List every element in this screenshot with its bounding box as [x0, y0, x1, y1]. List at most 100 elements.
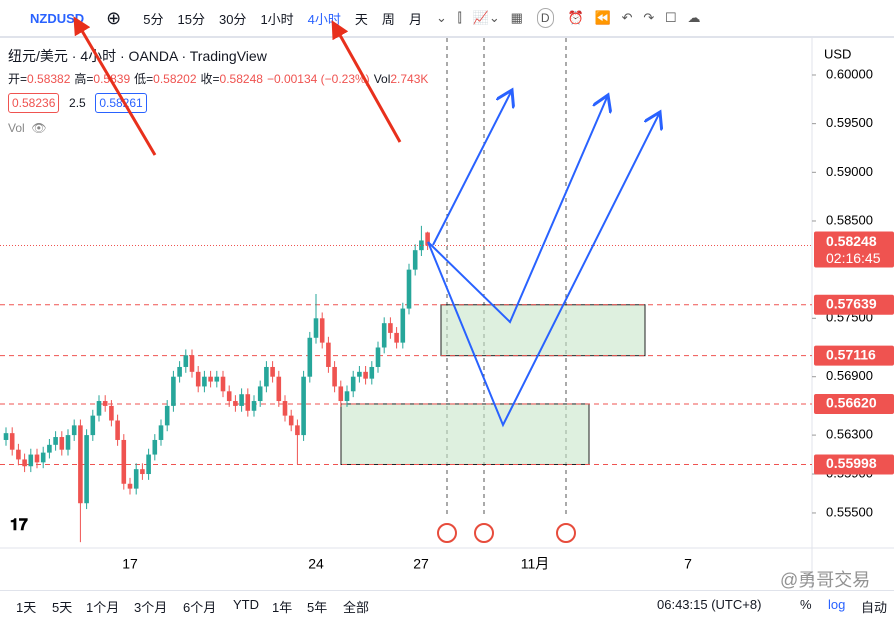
- candle-body: [78, 425, 83, 504]
- more-icons[interactable]: ⏰ ⏪ ↶ ↷ ☐ ☁: [567, 10, 701, 25]
- candle-body: [288, 415, 294, 426]
- candle-body: [22, 459, 27, 467]
- intervals: 5分 15分 30分 1小时 4小时: [143, 9, 355, 28]
- period[interactable]: 周: [381, 11, 395, 27]
- candle-body: [419, 240, 424, 251]
- log[interactable]: log: [828, 597, 846, 612]
- range-button[interactable]: YTD: [233, 597, 259, 612]
- candle-body: [214, 376, 220, 382]
- toolbar: NZDUSD ⊕ 5分 15分 30分 1小时 4小时 天周月 ⌄ ⫿ 📈⌄ ▦ D ⏰…: [0, 0, 894, 38]
- candle-body: [53, 437, 58, 445]
- range-button[interactable]: 1个月: [86, 600, 120, 615]
- interval[interactable]: 1小时: [260, 11, 294, 27]
- candle-body: [369, 366, 375, 379]
- quote-row: 0.58236 2.5 0.58261: [8, 93, 428, 113]
- range-button[interactable]: 5年: [307, 600, 328, 615]
- range-button[interactable]: 5天: [52, 600, 73, 615]
- candle-body: [338, 386, 344, 402]
- add-button[interactable]: ⊕: [106, 7, 122, 28]
- level-label: 0.57116: [826, 346, 876, 362]
- level-label: 0.55998: [826, 455, 877, 471]
- candle-body: [208, 376, 213, 382]
- candle-body: [251, 401, 257, 411]
- volume-label: Vol: [373, 72, 391, 86]
- candle-body: [127, 483, 133, 489]
- candle-body: [28, 454, 34, 467]
- change: −0.00134 (−0.23%): [266, 72, 370, 86]
- event-flag: [474, 523, 494, 543]
- percent[interactable]: %: [800, 597, 812, 612]
- period[interactable]: 月: [408, 11, 422, 27]
- candle-body: [3, 433, 9, 440]
- candle-body: [133, 469, 139, 489]
- interval[interactable]: 5分: [143, 11, 164, 27]
- candle-body: [65, 435, 71, 450]
- icons[interactable]: ⌄ ⫿ 📈⌄ ▦: [435, 10, 523, 25]
- candle-body: [96, 401, 102, 416]
- range-button[interactable]: 6个月: [183, 600, 217, 615]
- interval[interactable]: 30分: [218, 11, 247, 27]
- candle-body: [357, 371, 362, 377]
- candle-body: [313, 318, 319, 338]
- symbol[interactable]: NZDUSD: [30, 10, 85, 26]
- ohlc-label: 收=: [200, 72, 220, 86]
- ohlc-value: 0.58248: [219, 72, 263, 86]
- candle-body: [189, 355, 195, 372]
- candle-body: [115, 420, 120, 440]
- x-tick-label: 17: [122, 556, 138, 572]
- candle-body: [71, 425, 77, 436]
- candle-body: [140, 469, 145, 475]
- candle-body: [350, 376, 356, 392]
- level-badge: [814, 454, 894, 475]
- candle-body: [152, 439, 158, 455]
- ohlc-value: 0.58202: [153, 72, 197, 86]
- vol-indicator: Vol 👁: [8, 121, 47, 135]
- forecast-arrow: [427, 95, 608, 324]
- candle-body: [121, 439, 127, 484]
- level-badge: [814, 294, 894, 315]
- candle-body: [47, 444, 52, 453]
- candle-body: [363, 371, 368, 379]
- range-button[interactable]: 全部: [343, 600, 370, 615]
- chart: USD0.600000.595000.590000.585000.575000.…: [0, 38, 894, 590]
- x-tick-label: 27: [413, 556, 429, 572]
- auto[interactable]: 自动: [861, 600, 888, 615]
- bottom-bar: 1天 5天 1个月 3个月 6个月 YTD 1年 5年 全部 06:43:15 (UTC+8)% l…: [0, 590, 894, 619]
- candle-body: [109, 405, 114, 421]
- watermark: @勇哥交易: [780, 570, 871, 590]
- candle-body: [202, 376, 207, 387]
- currency: USD: [824, 46, 851, 61]
- y-tick-label: 0.56300: [826, 427, 873, 442]
- period[interactable]: 天: [354, 11, 368, 27]
- range-button[interactable]: 1年: [272, 600, 293, 615]
- candle-body: [102, 401, 108, 406]
- range-button[interactable]: 1天: [16, 600, 37, 615]
- ohlc-label: 开=: [8, 72, 28, 86]
- candle-body: [220, 376, 226, 392]
- candle-body: [319, 318, 325, 343]
- d-button[interactable]: D: [536, 8, 554, 28]
- ohlc-label: 低=: [134, 72, 154, 86]
- x-tick-label: 7: [684, 556, 692, 572]
- level-label: 0.57639: [826, 295, 877, 311]
- candle-body: [195, 371, 201, 387]
- candle-body: [239, 394, 244, 406]
- y-tick-label: 0.60000: [826, 66, 873, 81]
- y-tick-label: 0.59500: [826, 115, 873, 130]
- candle-body: [84, 435, 89, 504]
- time: 06:43:15 (UTC+8): [657, 597, 762, 612]
- candle-body: [9, 433, 15, 450]
- bid[interactable]: 0.58236: [8, 93, 60, 113]
- interval[interactable]: 4小时: [307, 11, 341, 27]
- ask[interactable]: 0.58261: [95, 93, 147, 113]
- candle-body: [425, 232, 430, 246]
- periods: 天周月: [355, 9, 436, 28]
- interval[interactable]: 15分: [177, 11, 205, 27]
- candle-body: [257, 386, 263, 402]
- ohlc: 开=0.58382 高=0.5839 低=0.58202 收=0.58248 −0.00…: [8, 70, 428, 87]
- candle-body: [381, 323, 387, 348]
- candle-body: [264, 366, 269, 387]
- candle-body: [270, 366, 275, 377]
- range-button[interactable]: 3个月: [134, 600, 168, 615]
